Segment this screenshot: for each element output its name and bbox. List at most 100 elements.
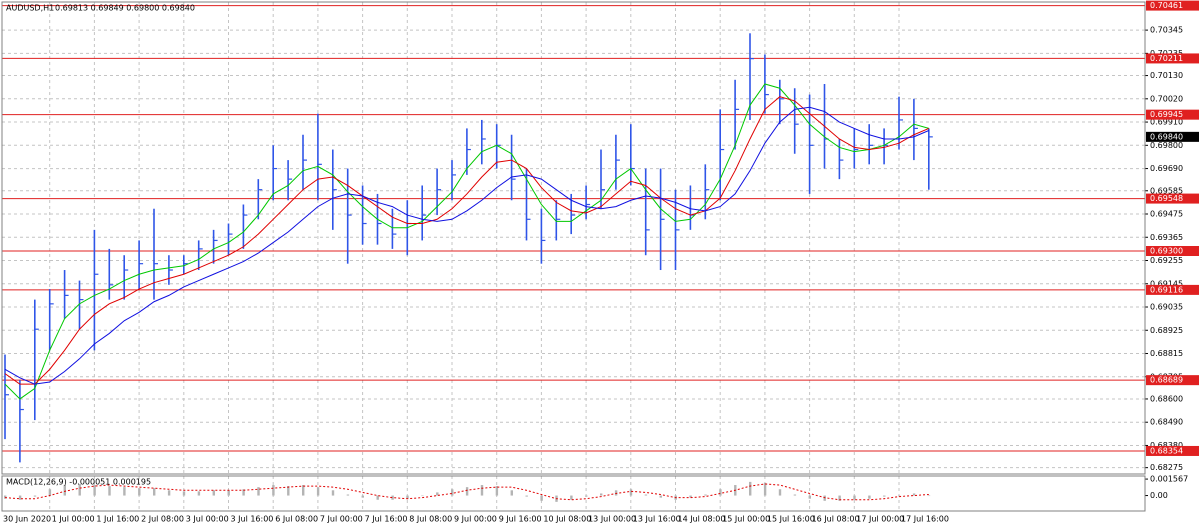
x-tick-label: 1 Jul 16:00: [96, 515, 139, 524]
levels-layer: [2, 5, 1145, 452]
x-tick-label: 6 Jul 08:00: [275, 515, 318, 524]
y-tick-label: 0.70235: [1150, 49, 1183, 58]
macd-bar: [808, 495, 811, 499]
macd-bar: [793, 494, 797, 496]
x-tick-label: 9 Jul 00:00: [454, 515, 497, 524]
level-label: 0.69116: [1150, 285, 1183, 294]
y-tick-label: 0.70130: [1150, 71, 1183, 80]
level-label: 0.69300: [1150, 246, 1183, 255]
macd-tick-label: 0.00: [1150, 491, 1168, 500]
macd-bar: [18, 495, 22, 500]
macd-bar: [287, 486, 290, 496]
macd-label: MACD(12,26,9) -0.000051 0.000195: [6, 478, 151, 487]
x-tick-label: 8 Jul 08:00: [409, 515, 452, 524]
y-tick-label: 0.68380: [1150, 441, 1183, 450]
x-tick-label: 9 Jul 16:00: [499, 515, 542, 524]
macd-bar: [585, 495, 588, 497]
y-tick-label: 0.68600: [1150, 394, 1183, 403]
macd-bar: [778, 489, 782, 496]
level-tag: [1146, 245, 1199, 256]
y-tick-label: 0.69690: [1150, 164, 1183, 173]
level-tag: [1146, 0, 1199, 11]
macd-bar: [629, 489, 633, 496]
level-label: 0.70461: [1150, 1, 1183, 10]
moving-average: [4, 106, 929, 385]
x-tick-label: 2 Jul 08:00: [141, 515, 184, 524]
ma-layer: [4, 83, 929, 400]
macd-bar: [436, 492, 439, 496]
current-price-tag: [1146, 131, 1199, 142]
y-tick-label: 0.69365: [1150, 233, 1183, 242]
y-tick-label: 0.69585: [1150, 186, 1183, 195]
x-tick-label: 17 Jul 00:00: [856, 515, 904, 524]
x-tick-label: 3 Jul 00:00: [186, 515, 229, 524]
macd-bar: [331, 490, 335, 496]
macd-bar: [883, 495, 886, 497]
macd-bar: [138, 488, 141, 496]
macd-bar: [123, 487, 126, 496]
quote-label: 0.69813 0.69849 0.69800 0.69840: [55, 4, 195, 13]
macd-bar: [421, 495, 424, 497]
macd-bar: [48, 489, 52, 496]
macd-bar: [451, 489, 454, 496]
x-tick-label: 1 Jul 00:00: [52, 515, 95, 524]
macd-bar: [78, 483, 81, 496]
x-tick-label: 7 Jul 16:00: [365, 515, 408, 524]
macd-bar: [227, 490, 230, 496]
macd-bar: [361, 495, 364, 498]
level-label: 0.68354: [1150, 446, 1183, 455]
macd-bar: [108, 486, 111, 496]
level-label: 0.69945: [1150, 110, 1183, 119]
y-tick-label: 0.69145: [1150, 279, 1183, 288]
macd-bar: [406, 495, 409, 499]
macd-bar: [659, 495, 662, 498]
y-tick-label: 0.68815: [1150, 349, 1183, 358]
macd-layer: [4, 481, 931, 502]
macd-bar: [197, 491, 201, 496]
macd-bar: [600, 493, 603, 496]
macd-bar: [898, 495, 901, 497]
macd-bar: [719, 489, 722, 496]
macd-bar: [570, 495, 573, 500]
x-tick-label: 13 Jul 16:00: [633, 515, 681, 524]
x-tick-label: 13 Jul 00:00: [588, 515, 636, 524]
y-tick-label: 0.69800: [1150, 141, 1183, 150]
x-tick-label: 15 Jul 16:00: [767, 515, 815, 524]
macd-bar: [689, 495, 692, 498]
macd-bar: [93, 485, 96, 496]
level-label: 0.69548: [1150, 194, 1183, 203]
x-tick-label: 3 Jul 16:00: [231, 515, 274, 524]
y-tick-label: 0.68490: [1150, 418, 1183, 427]
x-tick-label: 16 Jul 08:00: [812, 515, 860, 524]
macd-bar: [391, 495, 394, 500]
y-tick-label: 0.69910: [1150, 118, 1183, 127]
macd-bar: [4, 495, 7, 499]
macd-bar: [167, 490, 171, 496]
macd-bar: [376, 495, 379, 500]
macd-bar: [868, 495, 871, 499]
symbol-label: AUDUSD,H1: [6, 4, 54, 13]
x-tick-label: 15 Jul 00:00: [722, 515, 770, 524]
macd-bar: [495, 486, 499, 496]
level-tag: [1146, 109, 1199, 120]
y-tick-label: 0.70345: [1150, 26, 1183, 35]
y-tick-label: 0.68925: [1150, 326, 1183, 335]
macd-bar: [242, 489, 245, 496]
macd-bar: [465, 487, 469, 496]
level-tag: [1146, 445, 1199, 456]
level-tag: [1146, 193, 1199, 204]
x-tick-label: 17 Jul 16:00: [901, 515, 949, 524]
x-tick-label: 10 Jul 08:00: [543, 515, 591, 524]
macd-tick-label: 0.001567: [1150, 475, 1188, 484]
macd-bar: [749, 481, 752, 496]
level-tag: [1146, 284, 1199, 295]
macd-bar: [182, 491, 186, 496]
y-tick-label: 0.70020: [1150, 94, 1183, 103]
macd-bar: [763, 482, 767, 496]
moving-average: [4, 96, 929, 385]
level-tag: [1146, 53, 1199, 64]
macd-bar: [346, 494, 350, 496]
axis-layer: 0.70345 0.70235 0.70130 0.70020 0.69910 0.698…: [3, 0, 1199, 524]
